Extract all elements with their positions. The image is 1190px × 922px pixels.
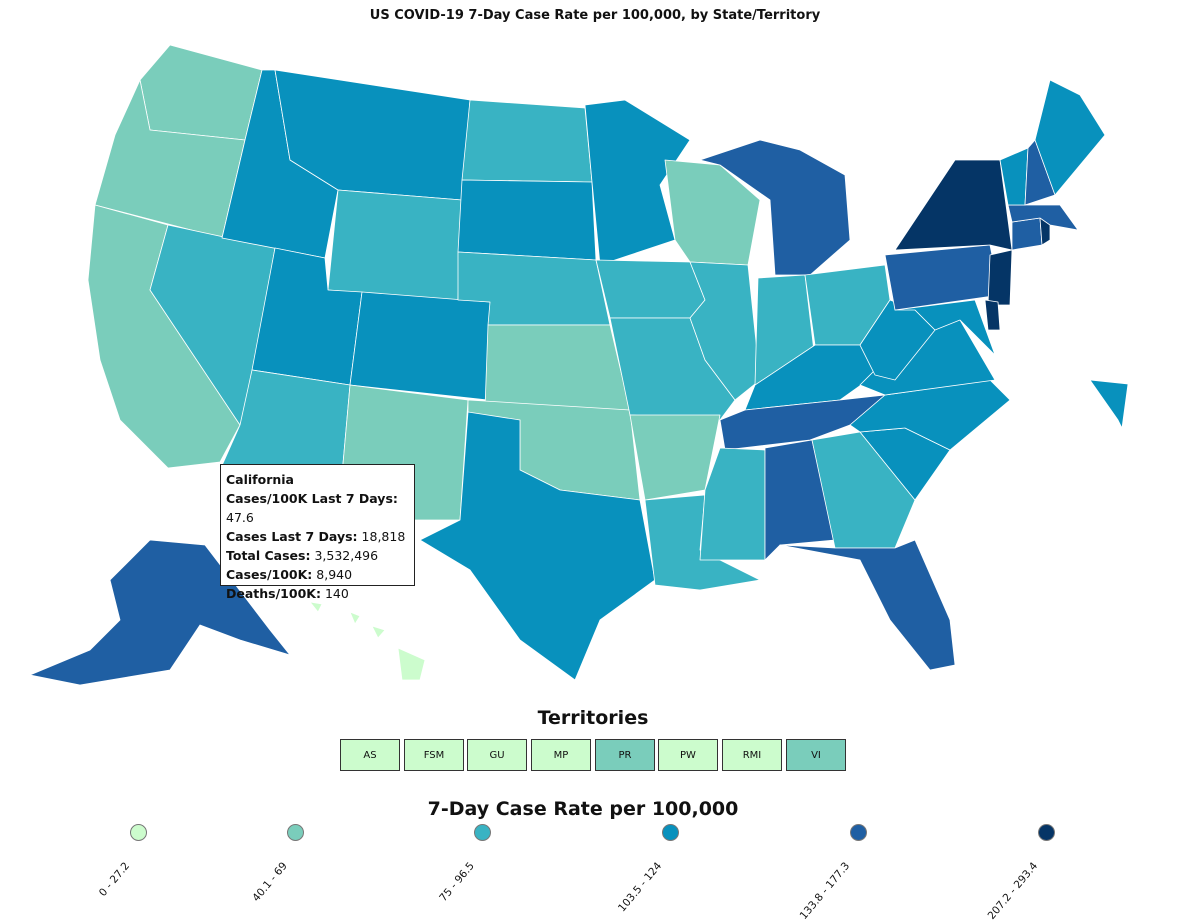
legend-label: 103.5 - 124 [616,860,665,915]
legend-swatch [287,824,304,841]
tooltip-label: Cases/100K: [226,567,313,582]
state-IL[interactable] [689,261,761,401]
tooltip-value: 18,818 [361,529,406,544]
map-title: US COVID-19 7-Day Case Rate per 100,000,… [369,8,821,23]
legend-swatch [662,824,679,841]
state-GA[interactable] [811,431,916,549]
state-SD[interactable] [457,179,597,261]
state-PA[interactable] [884,244,1001,311]
state-IA[interactable] [595,259,706,319]
state-FL[interactable] [779,539,956,671]
state-ME[interactable] [1034,79,1106,196]
state-MI[interactable] [699,139,851,276]
legend-title: 7-Day Case Rate per 100,000 [427,798,739,820]
territory-button[interactable]: GU [467,739,527,771]
state-MA[interactable] [1007,204,1079,231]
territory-button[interactable]: AS [340,739,400,771]
legend-label: 133.8 - 177.3 [797,860,853,922]
legend-swatch [850,824,867,841]
legend-swatch [130,824,147,841]
states-layer [29,44,1129,686]
state-NY[interactable] [894,159,1013,251]
legend-label: 40.1 - 69 [250,860,290,905]
tooltip-row-rate-7day: Cases/100K Last 7 Days: 47.6 [226,489,409,527]
legend-label: 207.2 - 293.4 [985,860,1041,922]
territory-button[interactable]: MP [531,739,591,771]
tooltip-value: 3,532,496 [314,548,379,563]
legend-swatch [474,824,491,841]
tooltip-label: Cases Last 7 Days: [226,529,358,544]
state-NJ[interactable] [987,249,1013,306]
state-MS[interactable] [699,447,766,561]
tooltip-state-name: California [226,472,294,487]
tooltip-value: 47.6 [226,510,254,525]
state-MN[interactable] [584,99,691,266]
state-WY[interactable] [327,189,463,301]
state-MD[interactable] [894,299,996,356]
tooltip-label: Total Cases: [226,548,311,563]
us-choropleth-map [29,44,1129,686]
territory-button[interactable]: RMI [722,739,782,771]
tooltip-value: 140 [324,586,349,601]
tooltip-row-total-cases: Total Cases: 3,532,496 [226,546,409,565]
state-AL[interactable] [764,439,836,561]
tooltip-row-cases-per-100k: Cases/100K: 8,940 [226,565,409,584]
legend-swatch [1038,824,1055,841]
tooltip-value: 8,940 [316,567,353,582]
territory-button[interactable]: FSM [404,739,464,771]
territories-title: Territories [537,707,649,729]
state-ND[interactable] [461,99,593,183]
state-TX[interactable] [419,411,656,681]
state-WA[interactable] [139,44,263,141]
tooltip-label: Cases/100K Last 7 Days: [226,491,398,506]
state-HI[interactable] [309,601,426,681]
territory-button[interactable]: PW [658,739,718,771]
state-KS[interactable] [484,324,631,411]
territory-button[interactable]: VI [786,739,846,771]
state-CT[interactable] [1011,217,1043,251]
state-CO[interactable] [349,291,491,401]
state-DE[interactable] [984,299,1001,331]
state-tooltip: California Cases/100K Last 7 Days: 47.6 … [220,464,415,601]
legend-label: 75 - 96.5 [437,860,477,905]
tooltip-row-deaths-per-100k: Deaths/100K: 140 [226,584,409,603]
puerto-rico[interactable] [1089,379,1129,429]
tooltip-label: Deaths/100K: [226,586,321,601]
legend-label: 0 - 27.2 [96,860,133,899]
tooltip-row-cases-7day: Cases Last 7 Days: 18,818 [226,527,409,546]
territory-button[interactable]: PR [595,739,655,771]
